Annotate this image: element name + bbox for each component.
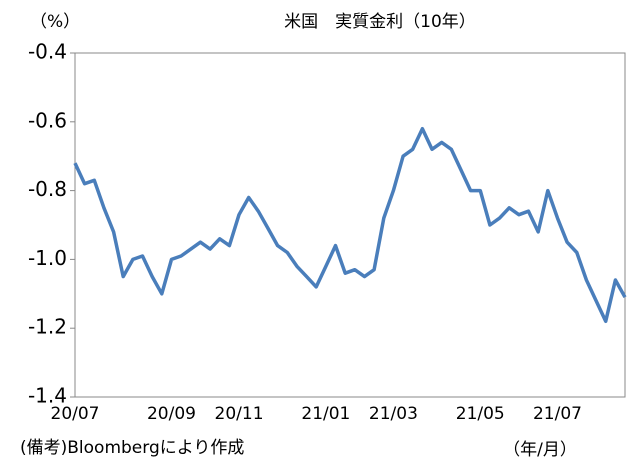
x-tick-label: 21/05 xyxy=(456,404,505,424)
x-tick-label: 20/11 xyxy=(215,404,264,424)
y-tick-label: -0.4 xyxy=(28,40,67,64)
x-axis-unit: （年/月） xyxy=(503,440,577,460)
x-tick-label: 20/09 xyxy=(147,404,196,424)
data-line xyxy=(73,126,627,324)
y-tick-label: -0.6 xyxy=(28,108,67,132)
note: (備考)Bloombergにより作成 xyxy=(20,438,244,458)
x-tick-label: 21/03 xyxy=(369,404,418,424)
y-axis-unit: （%） xyxy=(30,12,80,32)
y-tick-label: -0.8 xyxy=(28,177,67,201)
x-tick-label: 21/07 xyxy=(533,404,582,424)
x-tick-label: 21/01 xyxy=(301,404,350,424)
chart-title: 米国 実質金利（10年） xyxy=(284,12,476,32)
y-tick-label: -1.0 xyxy=(28,246,67,270)
y-tick-label: -1.2 xyxy=(28,315,67,339)
x-tick-label: 20/07 xyxy=(51,404,100,424)
y-tick-label: -1.4 xyxy=(28,384,67,408)
plot-frame xyxy=(74,52,626,398)
